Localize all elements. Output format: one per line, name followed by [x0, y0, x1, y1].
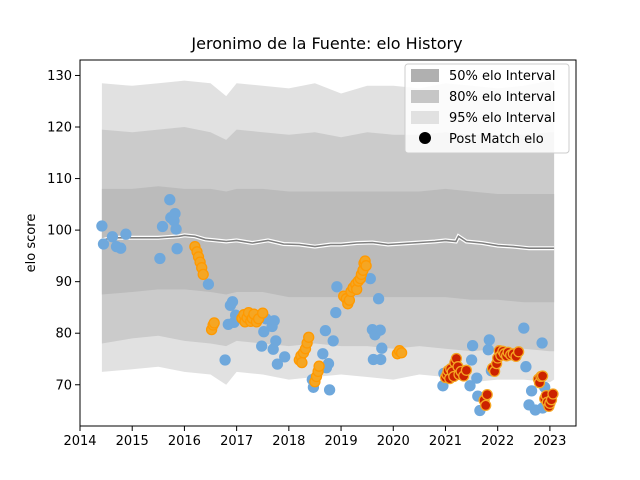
- data-point-orange: [208, 317, 220, 329]
- data-point-blue: [465, 354, 478, 366]
- data-point-blue: [323, 384, 336, 396]
- data-point-blue: [375, 353, 387, 366]
- y-tick-label: 80: [55, 327, 72, 342]
- data-point-blue: [202, 278, 215, 290]
- data-point-blue: [156, 220, 169, 233]
- data-point-blue: [258, 326, 270, 338]
- data-point-blue: [270, 335, 282, 347]
- legend-swatch-50: [411, 69, 439, 82]
- data-point-orange: [197, 268, 209, 281]
- chart-title: Jeronimo de la Fuente: elo History: [190, 34, 462, 53]
- data-point-blue: [466, 339, 479, 352]
- data-point-orange: [296, 356, 308, 369]
- x-tick-label: 2017: [220, 434, 253, 449]
- data-point-orange: [303, 331, 315, 343]
- legend-label-95: 95% elo Interval: [449, 111, 556, 126]
- data-point-blue: [171, 243, 183, 255]
- data-point-red: [460, 364, 473, 376]
- y-axis: 70 80 90 100 110 120 130: [47, 69, 80, 393]
- data-point-blue: [317, 348, 329, 360]
- data-point-blue: [106, 231, 119, 243]
- data-point-orange: [395, 347, 408, 359]
- data-point-blue: [376, 342, 388, 354]
- data-point-blue: [226, 296, 239, 308]
- data-point-orange: [360, 260, 372, 272]
- data-point-blue: [256, 340, 268, 352]
- data-point-blue: [372, 293, 385, 305]
- x-tick-label: 2015: [116, 434, 149, 449]
- x-tick-label: 2014: [63, 434, 96, 449]
- mean-line: [101, 234, 555, 249]
- x-tick-label: 2021: [429, 434, 462, 449]
- data-point-blue: [319, 324, 332, 337]
- plot-frame: [79, 59, 577, 427]
- points-layer: [96, 194, 559, 417]
- legend-swatch-80: [411, 90, 439, 103]
- x-tick-label: 2016: [168, 434, 201, 449]
- data-point-orange: [313, 360, 325, 372]
- y-tick-label: 130: [47, 69, 72, 84]
- data-point-red: [536, 370, 549, 382]
- data-point-blue: [483, 334, 495, 346]
- data-point-blue: [219, 354, 231, 366]
- data-point-blue: [96, 220, 108, 232]
- x-tick-label: 2020: [377, 434, 410, 449]
- data-point-red: [480, 399, 492, 412]
- y-axis-label: elo score: [24, 214, 39, 273]
- x-tick-label: 2018: [272, 434, 305, 449]
- legend-label-80: 80% elo Interval: [449, 90, 556, 105]
- data-point-blue: [471, 372, 483, 384]
- data-point-red: [512, 346, 525, 358]
- data-point-blue: [525, 385, 538, 397]
- data-point-red: [481, 388, 493, 401]
- data-point-blue: [374, 324, 386, 336]
- x-axis: 2014 2015 2016 2017 2018 2019 2020 2021 2022 2023: [63, 426, 566, 449]
- x-tick-label: 2022: [481, 434, 514, 449]
- data-point-blue: [154, 252, 166, 265]
- data-point-blue: [464, 380, 476, 392]
- legend: 50% elo Interval 80% elo Interval 95% el…: [404, 63, 570, 154]
- y-tick-label: 110: [47, 172, 72, 187]
- data-point-blue: [482, 344, 494, 356]
- data-point-blue: [170, 223, 182, 235]
- data-point-blue: [97, 238, 110, 250]
- x-tick-label: 2023: [533, 434, 566, 449]
- data-point-blue: [271, 358, 284, 370]
- legend-box: [404, 63, 570, 154]
- legend-swatch-95: [411, 111, 439, 124]
- data-point-red: [547, 388, 559, 400]
- data-point-orange: [257, 307, 269, 319]
- data-point-blue: [115, 242, 127, 254]
- y-tick-label: 70: [55, 378, 72, 393]
- data-point-blue: [518, 322, 530, 334]
- y-tick-label: 120: [47, 121, 72, 136]
- data-point-blue: [536, 337, 548, 349]
- legend-label-50: 50% elo Interval: [449, 69, 556, 84]
- data-point-blue: [169, 207, 181, 220]
- data-point-blue: [268, 315, 280, 327]
- y-tick-label: 90: [55, 275, 72, 290]
- data-point-blue: [120, 228, 132, 240]
- data-point-blue: [322, 357, 335, 370]
- legend-marker-post-match: [419, 132, 431, 144]
- data-point-blue: [331, 281, 343, 293]
- legend-label-post-match: Post Match elo: [449, 132, 544, 147]
- x-tick-label: 2019: [325, 434, 358, 449]
- data-point-blue: [279, 351, 291, 363]
- data-point-blue: [520, 361, 532, 373]
- data-point-blue: [164, 194, 176, 206]
- data-point-blue: [330, 306, 342, 319]
- data-point-blue: [327, 335, 339, 347]
- y-tick-label: 100: [47, 224, 72, 239]
- plot-area: [96, 80, 559, 417]
